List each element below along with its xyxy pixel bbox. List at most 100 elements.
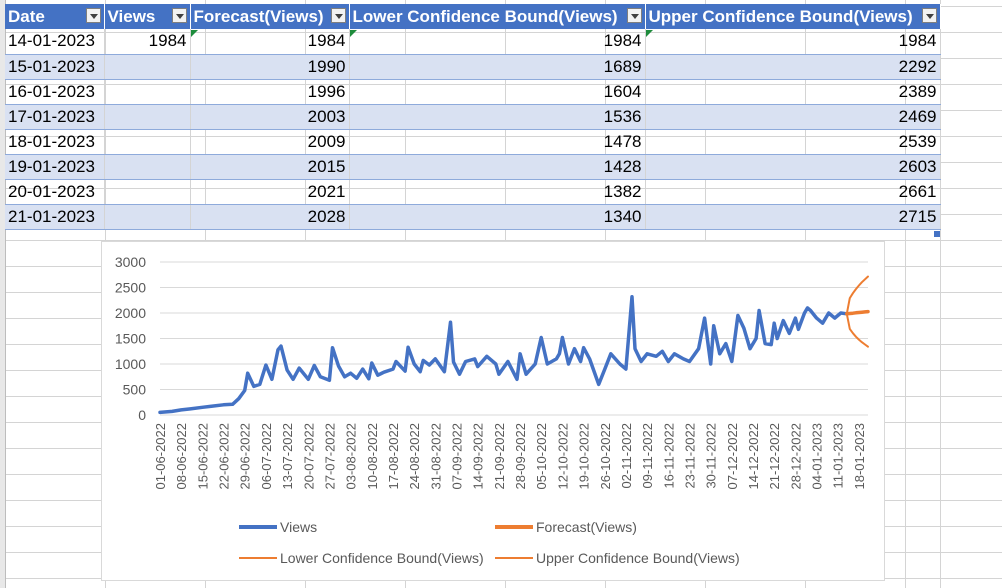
x-tick-label: 06-07-2022 (259, 423, 274, 490)
table-resize-handle[interactable] (934, 231, 940, 237)
x-tick-label: 29-06-2022 (238, 423, 253, 490)
table-cell[interactable] (104, 154, 191, 180)
filter-dropdown-button[interactable] (330, 8, 346, 23)
table-cell[interactable]: 1604 (349, 79, 646, 105)
table-cell[interactable]: 2661 (645, 179, 941, 205)
series-line-upper-bound[interactable] (845, 275, 869, 315)
table-cell[interactable]: 18-01-2023 (5, 129, 105, 155)
x-tick-label: 14-09-2022 (471, 423, 486, 490)
table-cell[interactable]: 17-01-2023 (5, 104, 105, 130)
x-tick-label: 23-11-2022 (682, 423, 697, 489)
filter-dropdown-button[interactable] (921, 8, 937, 23)
table-cell[interactable]: 1382 (349, 179, 646, 205)
x-tick-label: 16-11-2022 (661, 423, 676, 489)
table-cell[interactable] (104, 54, 191, 80)
x-tick-label: 09-11-2022 (640, 423, 655, 489)
table-row: 19-01-2023 2015 1428 2603 (5, 154, 941, 180)
x-tick-label: 03-08-2022 (344, 423, 359, 490)
table-cell[interactable]: 1340 (349, 204, 646, 230)
error-indicator-icon[interactable] (350, 30, 357, 37)
table-cell[interactable]: 2715 (645, 204, 941, 230)
x-tick-label: 07-09-2022 (450, 423, 465, 490)
error-indicator-icon[interactable] (646, 30, 653, 37)
table-cell[interactable]: 2028 (190, 204, 350, 230)
table-header-row: Date Views Forecast(Views) Lower Confidence… (5, 4, 941, 29)
table-cell[interactable]: 2603 (645, 154, 941, 180)
table-cell[interactable]: 1689 (349, 54, 646, 80)
column-header[interactable]: Forecast(Views) (190, 4, 350, 29)
table-cell[interactable] (104, 79, 191, 105)
table-cell[interactable]: 1990 (190, 54, 350, 80)
table-cell[interactable]: 15-01-2023 (5, 54, 105, 80)
x-tick-label: 08-06-2022 (174, 423, 189, 490)
table-cell[interactable]: 14-01-2023 (5, 29, 105, 55)
x-tick-label: 05-10-2022 (534, 423, 549, 490)
series-line-forecast[interactable] (845, 309, 870, 316)
error-indicator-icon[interactable] (191, 30, 198, 37)
table-cell[interactable]: 1478 (349, 129, 646, 155)
table-cell[interactable]: 1428 (349, 154, 646, 180)
table-cell[interactable]: 19-01-2023 (5, 154, 105, 180)
column-header-label: Date (8, 6, 45, 26)
x-tick-label: 28-12-2022 (788, 423, 803, 490)
table-cell[interactable] (104, 104, 191, 130)
table-cell[interactable]: 2009 (190, 129, 350, 155)
table-cell[interactable]: 2292 (645, 54, 941, 80)
table-cell[interactable]: 1984 (645, 29, 941, 55)
table-row: 20-01-2023 2021 1382 2661 (5, 179, 941, 205)
table-cell[interactable]: 1996 (190, 79, 350, 105)
table-cell[interactable]: 1984 (104, 29, 191, 55)
sheet-column-f[interactable] (940, 0, 1002, 588)
table-cell[interactable]: 1984 (190, 29, 350, 55)
x-tick-label: 19-10-2022 (577, 423, 592, 490)
table-cell[interactable]: 20-01-2023 (5, 179, 105, 205)
table-cell[interactable]: 2003 (190, 104, 350, 130)
forecast-chart[interactable]: 0 500 1000 1500 2000 2500 3000 01-06-2022 08-06-… (101, 241, 885, 581)
table-row: 21-01-2023 2028 1340 2715 (5, 204, 941, 230)
table-cell[interactable]: 2015 (190, 154, 350, 180)
filter-dropdown-button[interactable] (85, 8, 101, 23)
x-tick-label: 24-08-2022 (407, 423, 422, 490)
column-header-label: Views (107, 6, 156, 26)
legend-label: Forecast(Views) (536, 519, 637, 535)
column-header[interactable]: Date (5, 4, 105, 29)
series-line-views[interactable] (158, 294, 849, 415)
x-tick-label: 27-07-2022 (322, 423, 337, 490)
x-tick-label: 04-01-2023 (810, 423, 825, 490)
x-tick-label: 20-07-2022 (301, 423, 316, 490)
table-cell[interactable]: 21-01-2023 (5, 204, 105, 230)
x-tick-label: 02-11-2022 (619, 423, 634, 489)
column-header[interactable]: Lower Confidence Bound(Views) (349, 4, 646, 29)
y-tick-label: 1500 (115, 331, 146, 347)
column-header[interactable]: Upper Confidence Bound(Views) (645, 4, 941, 29)
table-cell[interactable] (104, 129, 191, 155)
table-cell[interactable]: 1536 (349, 104, 646, 130)
table-cell[interactable]: 2021 (190, 179, 350, 205)
filter-dropdown-button[interactable] (171, 8, 187, 23)
legend-label: Lower Confidence Bound(Views) (280, 550, 484, 566)
y-tick-label: 500 (123, 382, 147, 398)
forecast-table: Date Views Forecast(Views) Lower Confidence… (5, 4, 941, 230)
table-cell[interactable] (104, 179, 191, 205)
table-cell[interactable]: 2539 (645, 129, 941, 155)
table-cell[interactable] (104, 204, 191, 230)
filter-dropdown-button[interactable] (626, 8, 642, 23)
table-cell[interactable]: 1984 (349, 29, 646, 55)
column-header-label: Forecast(Views) (193, 6, 324, 26)
x-tick-label: 12-10-2022 (555, 423, 570, 490)
table-cell[interactable]: 2469 (645, 104, 941, 130)
x-tick-label: 18-01-2023 (852, 423, 867, 490)
table-row: 17-01-2023 2003 1536 2469 (5, 104, 941, 130)
column-header-label: Lower Confidence Bound(Views) (352, 6, 618, 26)
x-tick-label: 21-12-2022 (767, 423, 782, 490)
table-cell[interactable]: 2389 (645, 79, 941, 105)
column-header-label: Upper Confidence Bound(Views) (648, 6, 913, 26)
table-row: 14-01-2023 1984 1984 1984 1984 (5, 29, 941, 55)
table-cell[interactable]: 16-01-2023 (5, 79, 105, 105)
column-header[interactable]: Views (104, 4, 191, 29)
y-tick-label: 2000 (115, 305, 146, 321)
x-tick-label: 01-06-2022 (153, 423, 168, 490)
x-tick-label: 21-09-2022 (492, 423, 507, 490)
table-row: 15-01-2023 1990 1689 2292 (5, 54, 941, 80)
series-line-lower-bound[interactable] (845, 312, 869, 348)
